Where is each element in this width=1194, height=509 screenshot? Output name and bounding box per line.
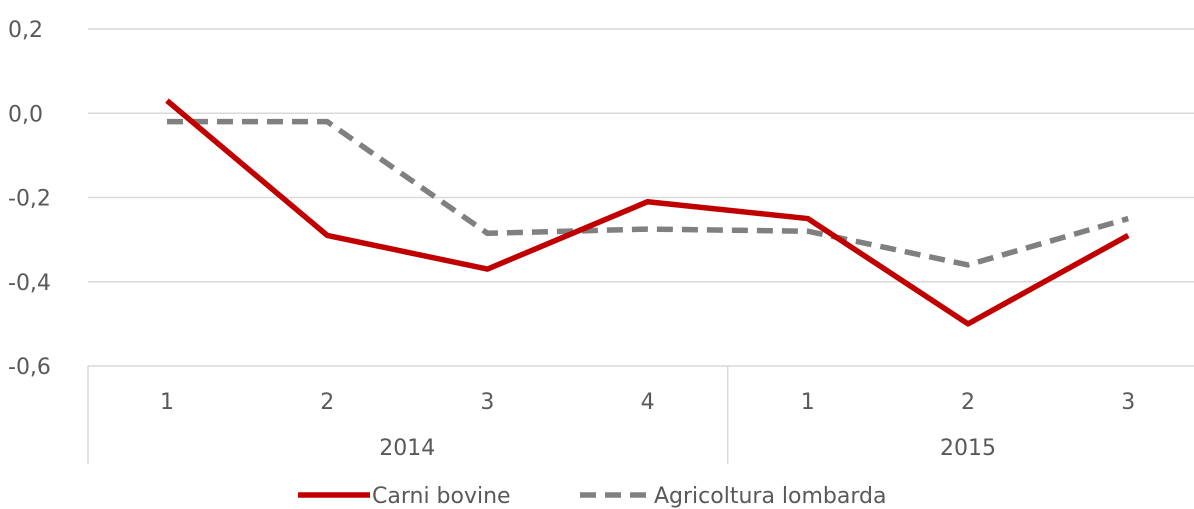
x-tick-label: 2 xyxy=(961,390,975,415)
series-line-agricoltura-lombarda xyxy=(167,118,1129,268)
y-tick-label: -0,6 xyxy=(8,355,51,380)
x-tick-label: 4 xyxy=(641,390,655,415)
series-line-carni-bovine xyxy=(165,98,1130,327)
y-tick-label: 0,2 xyxy=(8,18,43,43)
x-group-label: 2014 xyxy=(379,436,435,461)
x-tick-label: 1 xyxy=(160,390,174,415)
x-axis: 1 2 3 4 1 2 3 2014 2015 xyxy=(160,390,1135,461)
y-tick-label: -0,4 xyxy=(8,271,51,296)
gridlines xyxy=(87,28,1194,464)
x-group-label: 2015 xyxy=(940,436,996,461)
x-tick-label: 3 xyxy=(480,390,494,415)
legend-label-carni-bovine: Carni bovine xyxy=(372,484,511,509)
x-tick-label: 1 xyxy=(801,390,815,415)
series-lines xyxy=(165,98,1130,327)
legend: Carni bovine Agricoltura lombarda xyxy=(298,484,886,509)
legend-label-agricoltura-lombarda: Agricoltura lombarda xyxy=(654,484,886,509)
y-axis-tick-labels: 0,2 0,0 -0,2 -0,4 -0,6 xyxy=(8,18,51,380)
x-tick-label: 3 xyxy=(1121,390,1135,415)
x-tick-label: 2 xyxy=(320,390,334,415)
y-tick-label: -0,2 xyxy=(8,187,51,212)
y-tick-label: 0,0 xyxy=(8,102,43,127)
